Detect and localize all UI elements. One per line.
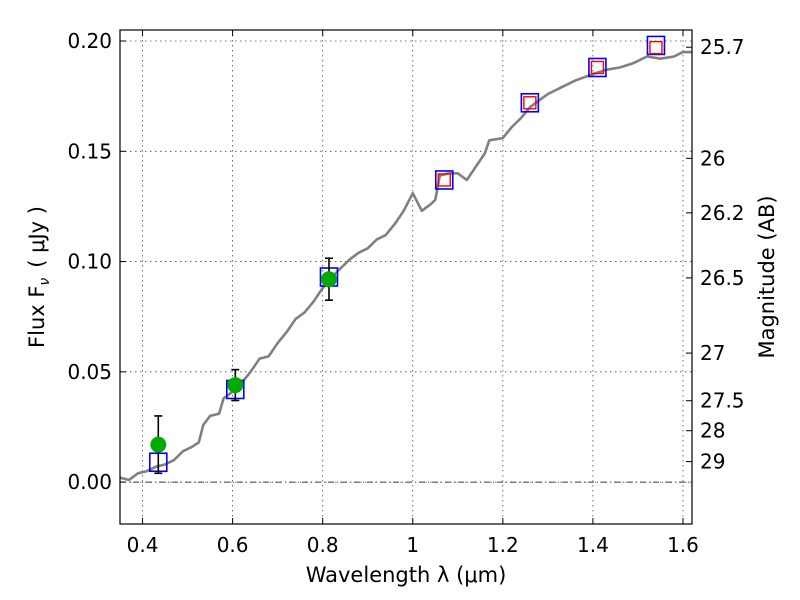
y2-tick-label: 27 xyxy=(700,341,725,365)
x-tick-label: 1 xyxy=(406,533,419,557)
y-tick-label: 0.05 xyxy=(67,360,112,384)
plot-frame xyxy=(119,29,693,525)
y2-tick-label: 26.2 xyxy=(700,201,745,225)
y-axis-title-unit: ( μJy ) xyxy=(25,206,49,268)
y-axis-title-subscript: ν xyxy=(37,278,53,286)
x-tick-label: 0.4 xyxy=(127,533,159,557)
red-square-marker xyxy=(590,60,605,75)
marker-layer xyxy=(148,35,666,475)
blue-square-marker xyxy=(520,92,540,113)
y-tick-labels: 0.00 0.05 0.10 0.15 0.20 xyxy=(67,29,112,494)
y2-tick-label: 26.5 xyxy=(700,266,745,290)
y2-tick-labels: 25.7 26 26.2 26.5 27 27.5 28 29 xyxy=(700,35,745,473)
x-tick-label: 0.8 xyxy=(307,533,339,557)
y-tick-label: 0.10 xyxy=(67,250,112,274)
y-tick-label: 0.20 xyxy=(67,29,112,53)
y2-tick-label: 26 xyxy=(700,146,725,170)
y-tick-label: 0.15 xyxy=(67,139,112,163)
green-circle-marker xyxy=(150,436,167,453)
y2-tick-label: 27.5 xyxy=(700,389,745,413)
y2-axis-title: Magnitude (AB) xyxy=(755,195,779,358)
y-axis-title: Flux Fν ( μJy ) xyxy=(25,206,53,348)
red-square-marker xyxy=(649,40,663,55)
x-tick-label: 0.6 xyxy=(217,533,249,557)
y2-tick-label: 25.7 xyxy=(700,35,745,59)
sed-line-layer xyxy=(119,50,692,482)
sed-model-line xyxy=(119,50,692,482)
y2-tick-label: 28 xyxy=(700,419,725,443)
x-tick-labels: 0.4 0.6 0.8 1 1.2 1.4 1.6 xyxy=(127,533,699,557)
x-tick-label: 1.6 xyxy=(667,533,699,557)
y-tick-label: 0.00 xyxy=(67,470,112,494)
x-tick-label: 1.2 xyxy=(487,533,519,557)
blue-square-marker xyxy=(588,57,607,78)
x-axis-title: Wavelength λ (μm) xyxy=(306,563,507,587)
green-circle-marker xyxy=(320,271,337,288)
blue-square-marker xyxy=(646,35,666,56)
tick-marks xyxy=(120,30,692,524)
y-axis-title-main: Flux F xyxy=(25,286,49,348)
x-tick-label: 1.4 xyxy=(577,533,609,557)
red-square-marker xyxy=(437,173,451,187)
green-circle-marker xyxy=(227,377,244,394)
red-square-marker xyxy=(523,96,537,110)
y2-tick-label: 29 xyxy=(700,450,725,474)
blue-square-marker xyxy=(434,170,454,190)
